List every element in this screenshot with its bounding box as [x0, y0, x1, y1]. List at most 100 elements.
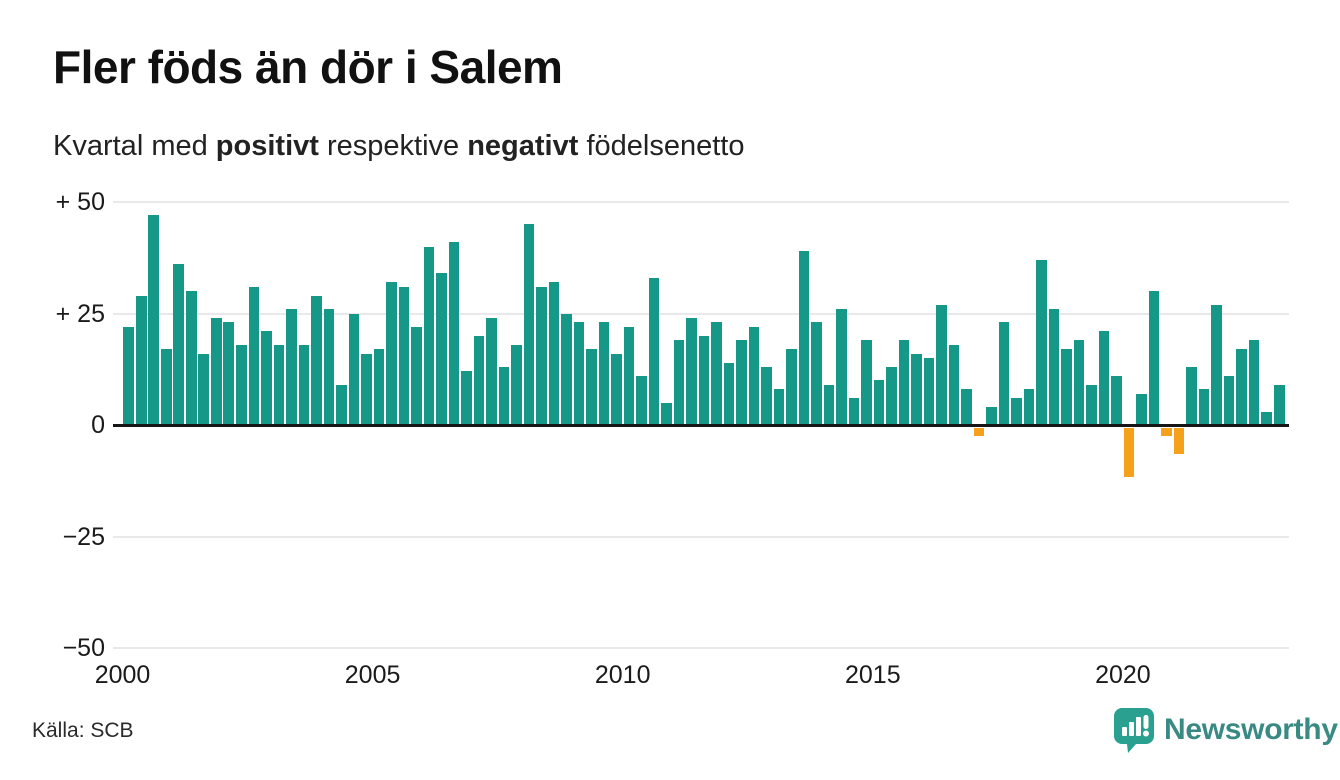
bar-2007Q4 — [511, 344, 522, 425]
bar-2010Q3 — [648, 277, 660, 425]
bar-2004Q1 — [323, 309, 335, 425]
bar-2012Q1 — [723, 362, 735, 425]
bar-2004Q2 — [336, 384, 347, 425]
bar-2010Q4 — [661, 402, 672, 425]
bar-2003Q3 — [298, 344, 310, 425]
gridline-50 — [113, 201, 1289, 203]
plot-area — [113, 201, 1289, 649]
x-tick-label-2010: 2010 — [594, 661, 651, 689]
y-tick-label: −50 — [62, 634, 105, 662]
bar-2015Q3 — [898, 340, 910, 425]
bar-2008Q4 — [561, 313, 572, 425]
bar-2004Q4 — [361, 353, 372, 425]
x-tick-label-2015: 2015 — [844, 661, 901, 689]
bar-2019Q2 — [1086, 384, 1097, 425]
bar-2023Q1 — [1273, 384, 1285, 425]
bar-2003Q1 — [273, 344, 285, 425]
bar-2021Q2 — [1186, 367, 1197, 425]
bar-2013Q3 — [798, 251, 810, 425]
brand-logo: Newsworthy — [1112, 705, 1338, 755]
bar-2020Q2 — [1136, 393, 1147, 425]
bar-2006Q2 — [436, 273, 447, 425]
y-tick-label: 0 — [91, 411, 105, 439]
bar-2008Q1 — [523, 224, 535, 425]
bar-2022Q2 — [1236, 349, 1247, 425]
subtitle-suffix: födelsenetto — [578, 130, 745, 162]
bar-2001Q3 — [198, 353, 210, 425]
x-axis-labels: 2000 2005 2010 2015 2020 — [0, 660, 1340, 694]
bar-2020Q1 — [1123, 427, 1135, 477]
bar-2015Q1 — [873, 380, 885, 425]
subtitle-prefix: Kvartal med — [53, 130, 216, 162]
bar-2017Q2 — [986, 407, 997, 425]
bar-2014Q2 — [836, 309, 847, 425]
bar-2014Q3 — [848, 398, 860, 425]
bar-2021Q3 — [1198, 389, 1210, 425]
bar-2000Q4 — [160, 349, 172, 425]
bar-2018Q2 — [1036, 259, 1047, 425]
bar-2017Q4 — [1011, 398, 1022, 425]
bar-2020Q4 — [1161, 427, 1172, 437]
bar-2002Q4 — [261, 331, 272, 425]
x-tick-label-2000: 2000 — [94, 661, 151, 689]
newsworthy-icon — [1114, 708, 1154, 753]
bar-2022Q1 — [1223, 375, 1235, 425]
bar-2017Q1 — [973, 427, 985, 437]
bar-2006Q3 — [448, 242, 460, 425]
bar-2002Q1 — [223, 322, 235, 425]
bar-2019Q1 — [1073, 340, 1085, 425]
bar-2000Q1 — [123, 326, 135, 425]
bar-2015Q4 — [911, 353, 922, 425]
subtitle-negative-word: negativt — [467, 130, 579, 162]
bar-2011Q3 — [698, 335, 710, 425]
bar-2000Q3 — [148, 215, 160, 425]
bar-2012Q4 — [761, 367, 772, 425]
bar-2013Q2 — [786, 349, 797, 425]
bar-2010Q1 — [623, 326, 635, 425]
subtitle-middle: respektive — [318, 130, 468, 162]
bar-2007Q3 — [498, 367, 510, 425]
bar-2011Q1 — [673, 340, 685, 425]
bar-2013Q1 — [773, 389, 785, 425]
chart-subtitle: Kvartal med positivt respektive negativt… — [53, 130, 744, 163]
bar-2016Q2 — [936, 304, 947, 425]
bar-2021Q1 — [1173, 427, 1185, 455]
bar-2021Q4 — [1211, 304, 1222, 425]
gridline-25 — [113, 312, 1289, 315]
bar-2009Q4 — [611, 353, 622, 425]
source-note: Källa: SCB — [32, 719, 134, 742]
subtitle-positive-word: positivt — [215, 130, 319, 162]
bar-2012Q3 — [748, 326, 760, 425]
x-tick-label-2020: 2020 — [1095, 661, 1151, 689]
bar-2007Q2 — [486, 317, 497, 425]
bar-2014Q4 — [861, 340, 872, 425]
bar-2005Q1 — [373, 349, 385, 425]
bar-2010Q2 — [636, 375, 647, 425]
bar-2011Q2 — [686, 317, 697, 425]
bar-2001Q1 — [173, 264, 185, 425]
x-axis-line — [113, 424, 1289, 427]
bar-2009Q3 — [598, 322, 610, 425]
bar-2014Q1 — [823, 384, 835, 425]
bar-2018Q3 — [1048, 309, 1060, 425]
bar-2013Q4 — [811, 322, 822, 425]
brand-wordmark: Newsworthy — [1164, 713, 1338, 746]
bar-2016Q1 — [923, 358, 935, 425]
bar-2002Q2 — [235, 344, 247, 425]
y-tick-label: + 25 — [55, 299, 105, 328]
x-tick-label-2005: 2005 — [344, 661, 401, 689]
bar-2012Q2 — [736, 340, 747, 425]
bar-2009Q2 — [586, 349, 597, 425]
bar-2000Q2 — [135, 295, 147, 425]
bar-2022Q4 — [1261, 411, 1272, 425]
bar-2009Q1 — [573, 322, 585, 425]
y-tick-label: −25 — [62, 522, 105, 551]
bar-2017Q3 — [998, 322, 1010, 425]
bar-2001Q2 — [185, 291, 197, 425]
bar-2016Q4 — [961, 389, 972, 425]
bar-2003Q2 — [286, 309, 297, 425]
gridline--25 — [113, 535, 1289, 538]
bar-2005Q3 — [398, 286, 410, 425]
bar-2008Q3 — [548, 282, 560, 425]
bar-2005Q2 — [386, 282, 397, 425]
